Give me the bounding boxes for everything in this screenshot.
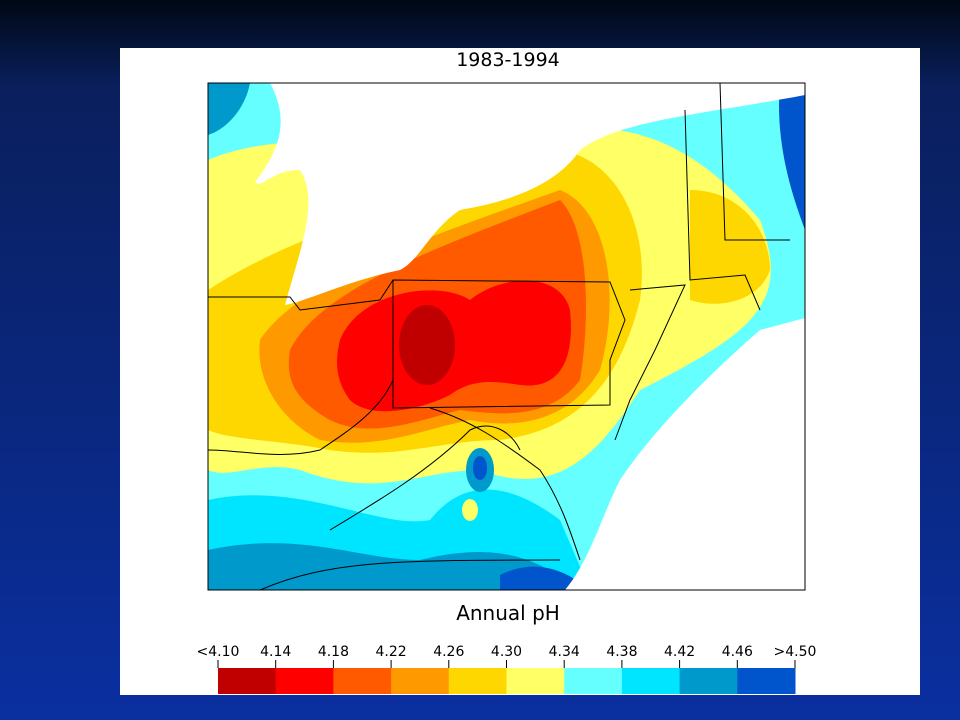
legend-label: 4.42 — [664, 644, 695, 660]
legend-label: 4.22 — [376, 644, 407, 660]
map-caption: Annual pH — [456, 601, 560, 625]
map-title: 1983-1994 — [456, 49, 560, 71]
legend-label: 4.30 — [491, 644, 522, 660]
legend-label: 4.38 — [606, 644, 637, 660]
legend-label: <4.10 — [197, 644, 240, 660]
legend-swatch — [333, 668, 392, 694]
legend-swatch — [218, 668, 277, 694]
legend-label: 4.34 — [549, 644, 580, 660]
legend-swatch — [391, 668, 450, 694]
legend-label: 4.26 — [433, 644, 464, 660]
legend-label: 4.46 — [722, 644, 753, 660]
contour-map — [208, 83, 805, 590]
legend-swatch — [275, 668, 334, 694]
legend-swatch — [448, 668, 507, 694]
legend: <4.10 4.14 4.18 4.22 4.26 4.30 4.34 4.38 4.42 4.4… — [197, 644, 817, 694]
legend-swatch — [506, 668, 565, 694]
legend-swatch — [679, 668, 738, 694]
legend-swatch — [621, 668, 681, 694]
legend-label: >4.50 — [774, 644, 817, 660]
legend-label: 4.14 — [260, 644, 291, 660]
map-frame — [207, 82, 806, 591]
legend-label: 4.18 — [318, 644, 349, 660]
legend-swatch — [564, 668, 623, 694]
legend-swatch — [737, 668, 796, 694]
